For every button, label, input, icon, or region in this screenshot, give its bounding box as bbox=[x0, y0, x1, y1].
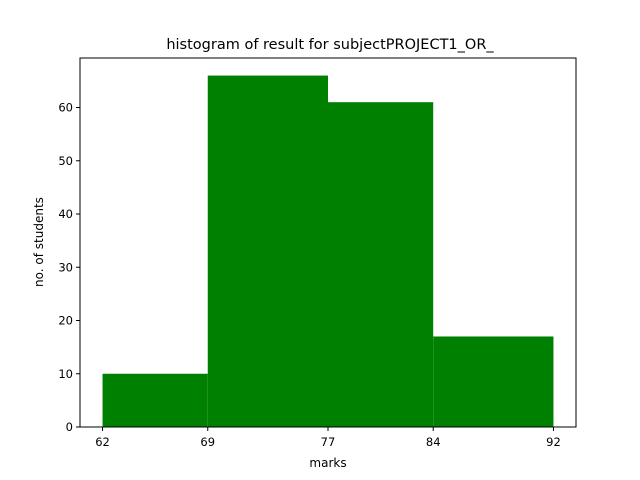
y-tick-label-0: 0 bbox=[66, 420, 73, 434]
y-tick-label-5: 50 bbox=[58, 154, 73, 168]
x-tick-label-2: 77 bbox=[321, 435, 336, 449]
histogram-bar-3 bbox=[433, 336, 554, 427]
x-axis-ticks: 62 69 77 84 92 bbox=[95, 427, 561, 449]
chart-title: histogram of result for subjectPROJECT1_… bbox=[166, 37, 494, 53]
x-tick-label-4: 92 bbox=[546, 435, 561, 449]
x-axis-label: marks bbox=[309, 456, 346, 470]
x-tick-label-3: 84 bbox=[426, 435, 441, 449]
y-tick-label-6: 60 bbox=[58, 101, 73, 115]
histogram-bar-2 bbox=[328, 102, 434, 428]
y-tick-label-4: 40 bbox=[58, 207, 73, 221]
y-tick-label-1: 10 bbox=[58, 367, 73, 381]
bars-group bbox=[102, 75, 554, 428]
x-tick-label-0: 62 bbox=[95, 435, 110, 449]
y-tick-label-3: 30 bbox=[58, 260, 73, 274]
x-tick-label-1: 69 bbox=[200, 435, 215, 449]
y-axis-ticks: 0 10 20 30 40 50 60 bbox=[58, 101, 80, 434]
y-tick-label-2: 20 bbox=[58, 314, 73, 328]
histogram-bar-0 bbox=[102, 373, 208, 427]
y-axis-label: no. of students bbox=[32, 197, 46, 287]
histogram-bar-1 bbox=[207, 75, 328, 428]
